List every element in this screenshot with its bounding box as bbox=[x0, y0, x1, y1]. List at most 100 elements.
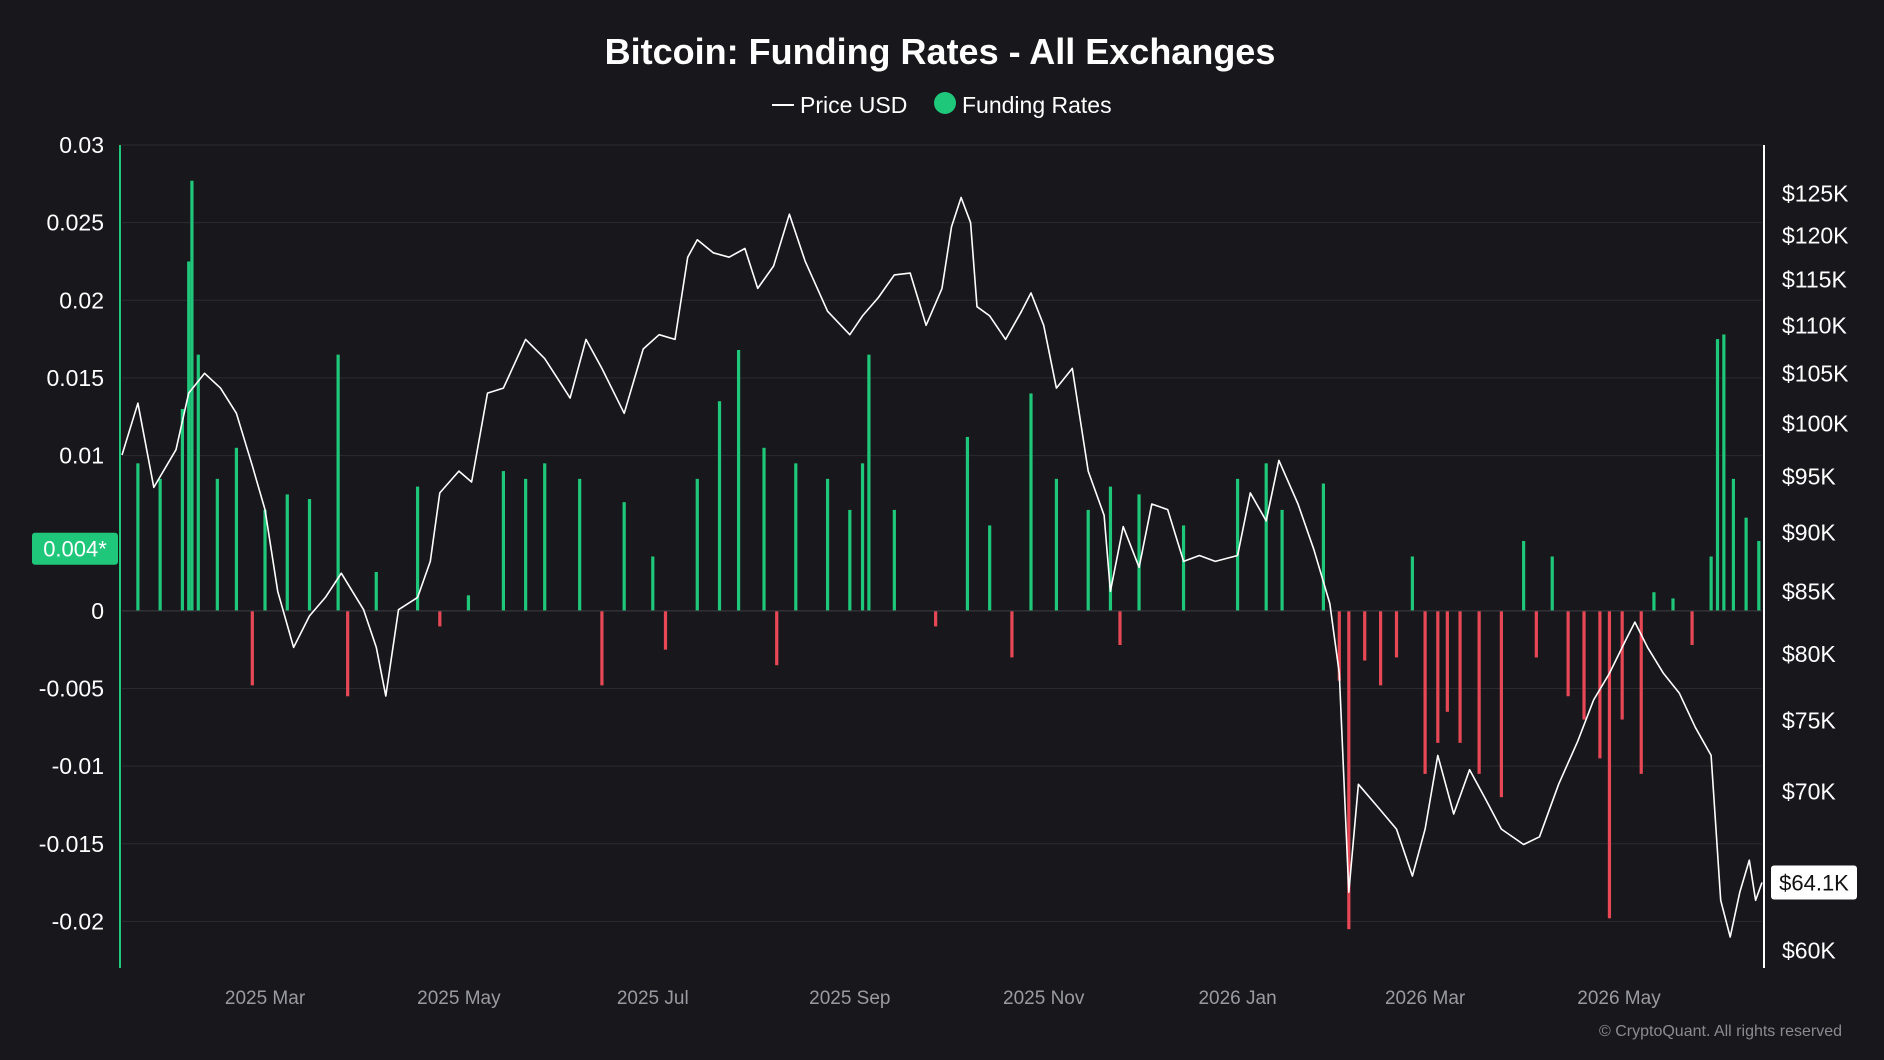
right-tick-label: $80K bbox=[1782, 641, 1836, 667]
right-tick-label: $125K bbox=[1782, 180, 1849, 206]
funding-bar bbox=[825, 478, 830, 611]
legend-funding-dot-marker bbox=[934, 92, 956, 114]
funding-bar bbox=[1363, 610, 1367, 661]
left-tick-label: 0.01 bbox=[59, 443, 104, 469]
funding-bar bbox=[374, 572, 378, 611]
right-tick-label: $85K bbox=[1782, 578, 1836, 604]
right-tick-label: $105K bbox=[1782, 360, 1849, 386]
funding-bar bbox=[934, 610, 938, 627]
x-tick-label: 2025 Mar bbox=[225, 988, 306, 1009]
funding-bar bbox=[196, 354, 200, 611]
funding-bar bbox=[1394, 610, 1399, 658]
funding-bar bbox=[1108, 486, 1113, 611]
funding-bar bbox=[1607, 610, 1612, 919]
funding-bar bbox=[695, 478, 699, 611]
left-tick-label: -0.01 bbox=[52, 753, 104, 779]
right-tick-label: $75K bbox=[1782, 707, 1836, 733]
left-tick-label: 0 bbox=[91, 598, 104, 624]
funding-bar bbox=[1337, 610, 1341, 681]
x-tick-label: 2025 May bbox=[417, 988, 501, 1009]
funding-bar bbox=[250, 610, 254, 686]
funding-bar bbox=[1347, 610, 1351, 930]
right-tick-label: $60K bbox=[1782, 938, 1836, 964]
funding-bar bbox=[1445, 610, 1449, 712]
funding-bar bbox=[180, 408, 184, 611]
funding-bar bbox=[965, 436, 970, 611]
funding-bar bbox=[1436, 610, 1440, 743]
right-tick-label: $70K bbox=[1782, 779, 1836, 805]
funding-bar bbox=[543, 463, 547, 611]
funding-bar bbox=[215, 478, 219, 611]
funding-bar bbox=[1086, 509, 1090, 611]
funding-bar bbox=[1744, 517, 1748, 611]
price-usd-line bbox=[121, 196, 1763, 938]
funding-bar bbox=[1423, 610, 1427, 774]
right-tick-label: $120K bbox=[1782, 222, 1849, 248]
left-tick-label: -0.005 bbox=[39, 675, 104, 701]
right-axis-ticks: $125K $120K $115K $110K $105K $100K $95K $90K $8… bbox=[1782, 180, 1849, 963]
funding-bar bbox=[158, 478, 162, 611]
funding-bar bbox=[1321, 483, 1325, 611]
x-tick-label: 2026 Jan bbox=[1198, 988, 1276, 1009]
x-tick-label: 2026 May bbox=[1577, 988, 1661, 1009]
funding-bar bbox=[1620, 610, 1624, 720]
funding-bar bbox=[736, 349, 741, 611]
chart-title: Bitcoin: Funding Rates - All Exchanges bbox=[605, 31, 1276, 72]
funding-bar bbox=[1458, 610, 1462, 743]
funding-bar bbox=[1029, 393, 1033, 611]
funding-bar bbox=[1181, 525, 1186, 611]
funding-bar bbox=[346, 610, 350, 697]
funding-bar bbox=[285, 494, 289, 611]
current-funding-badge-label: 0.004* bbox=[43, 537, 107, 562]
funding-bar bbox=[1722, 334, 1726, 611]
funding-bar bbox=[651, 556, 655, 611]
current-price-badge-label: $64.1K bbox=[1779, 871, 1849, 896]
funding-bar bbox=[1264, 463, 1268, 611]
funding-bar bbox=[1652, 592, 1656, 611]
funding-bar bbox=[867, 354, 871, 611]
funding-bar bbox=[892, 509, 896, 611]
funding-bar bbox=[1731, 478, 1735, 611]
funding-bar bbox=[415, 486, 420, 611]
legend-funding-label[interactable]: Funding Rates bbox=[962, 92, 1112, 118]
funding-bar bbox=[263, 509, 267, 611]
legend-price-label[interactable]: Price USD bbox=[800, 92, 907, 118]
funding-bar bbox=[1410, 556, 1414, 611]
right-tick-label: $110K bbox=[1782, 312, 1847, 338]
funding-bar bbox=[136, 463, 140, 611]
funding-bar bbox=[1280, 509, 1284, 611]
left-tick-label: 0.02 bbox=[59, 287, 104, 313]
left-axis-ticks: 0.03 0.025 0.02 0.015 0.01 0 -0.005 -0.01 -0.015… bbox=[39, 132, 104, 934]
funding-bar bbox=[988, 525, 992, 611]
funding-bar bbox=[190, 180, 194, 611]
funding-bar bbox=[1379, 610, 1383, 686]
current-price-badge-bg bbox=[1771, 865, 1857, 900]
funding-bar bbox=[622, 502, 626, 611]
funding-bar bbox=[1715, 339, 1720, 611]
funding-bar bbox=[794, 463, 798, 611]
funding-bar bbox=[524, 478, 528, 611]
left-tick-label: 0.03 bbox=[59, 132, 104, 158]
funding-bar bbox=[1499, 610, 1503, 798]
legend[interactable]: Price USD Funding Rates bbox=[772, 92, 1112, 118]
funding-bar bbox=[234, 447, 239, 611]
left-tick-label: 0.015 bbox=[46, 365, 104, 391]
funding-bar bbox=[1582, 610, 1586, 720]
funding-bar bbox=[1566, 610, 1570, 697]
funding-bar bbox=[663, 610, 668, 650]
copyright-text: © CryptoQuant. All rights reserved bbox=[1599, 1023, 1842, 1040]
funding-bar bbox=[762, 447, 766, 611]
funding-bar bbox=[1522, 540, 1526, 611]
right-tick-label: $100K bbox=[1782, 411, 1849, 437]
funding-bar bbox=[1054, 478, 1059, 611]
funding-bar bbox=[1671, 598, 1675, 611]
current-funding-badge-bg bbox=[32, 532, 118, 565]
left-tick-label: -0.02 bbox=[52, 908, 104, 934]
funding-bar bbox=[501, 471, 505, 611]
right-tick-label: $95K bbox=[1782, 464, 1836, 490]
funding-bar bbox=[466, 595, 471, 611]
funding-bar bbox=[187, 261, 191, 611]
funding-bar bbox=[1118, 610, 1122, 646]
